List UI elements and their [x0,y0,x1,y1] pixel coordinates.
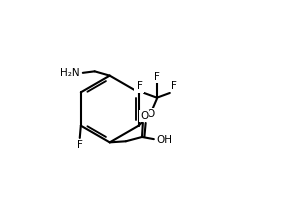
Text: O: O [146,109,154,119]
Text: F: F [77,140,83,150]
Text: F: F [171,81,177,91]
Text: OH: OH [156,135,172,145]
Text: O: O [140,111,148,121]
Text: N: N [135,82,143,92]
Text: F: F [137,81,143,91]
Text: H₂N: H₂N [60,68,80,78]
Text: F: F [154,72,160,82]
